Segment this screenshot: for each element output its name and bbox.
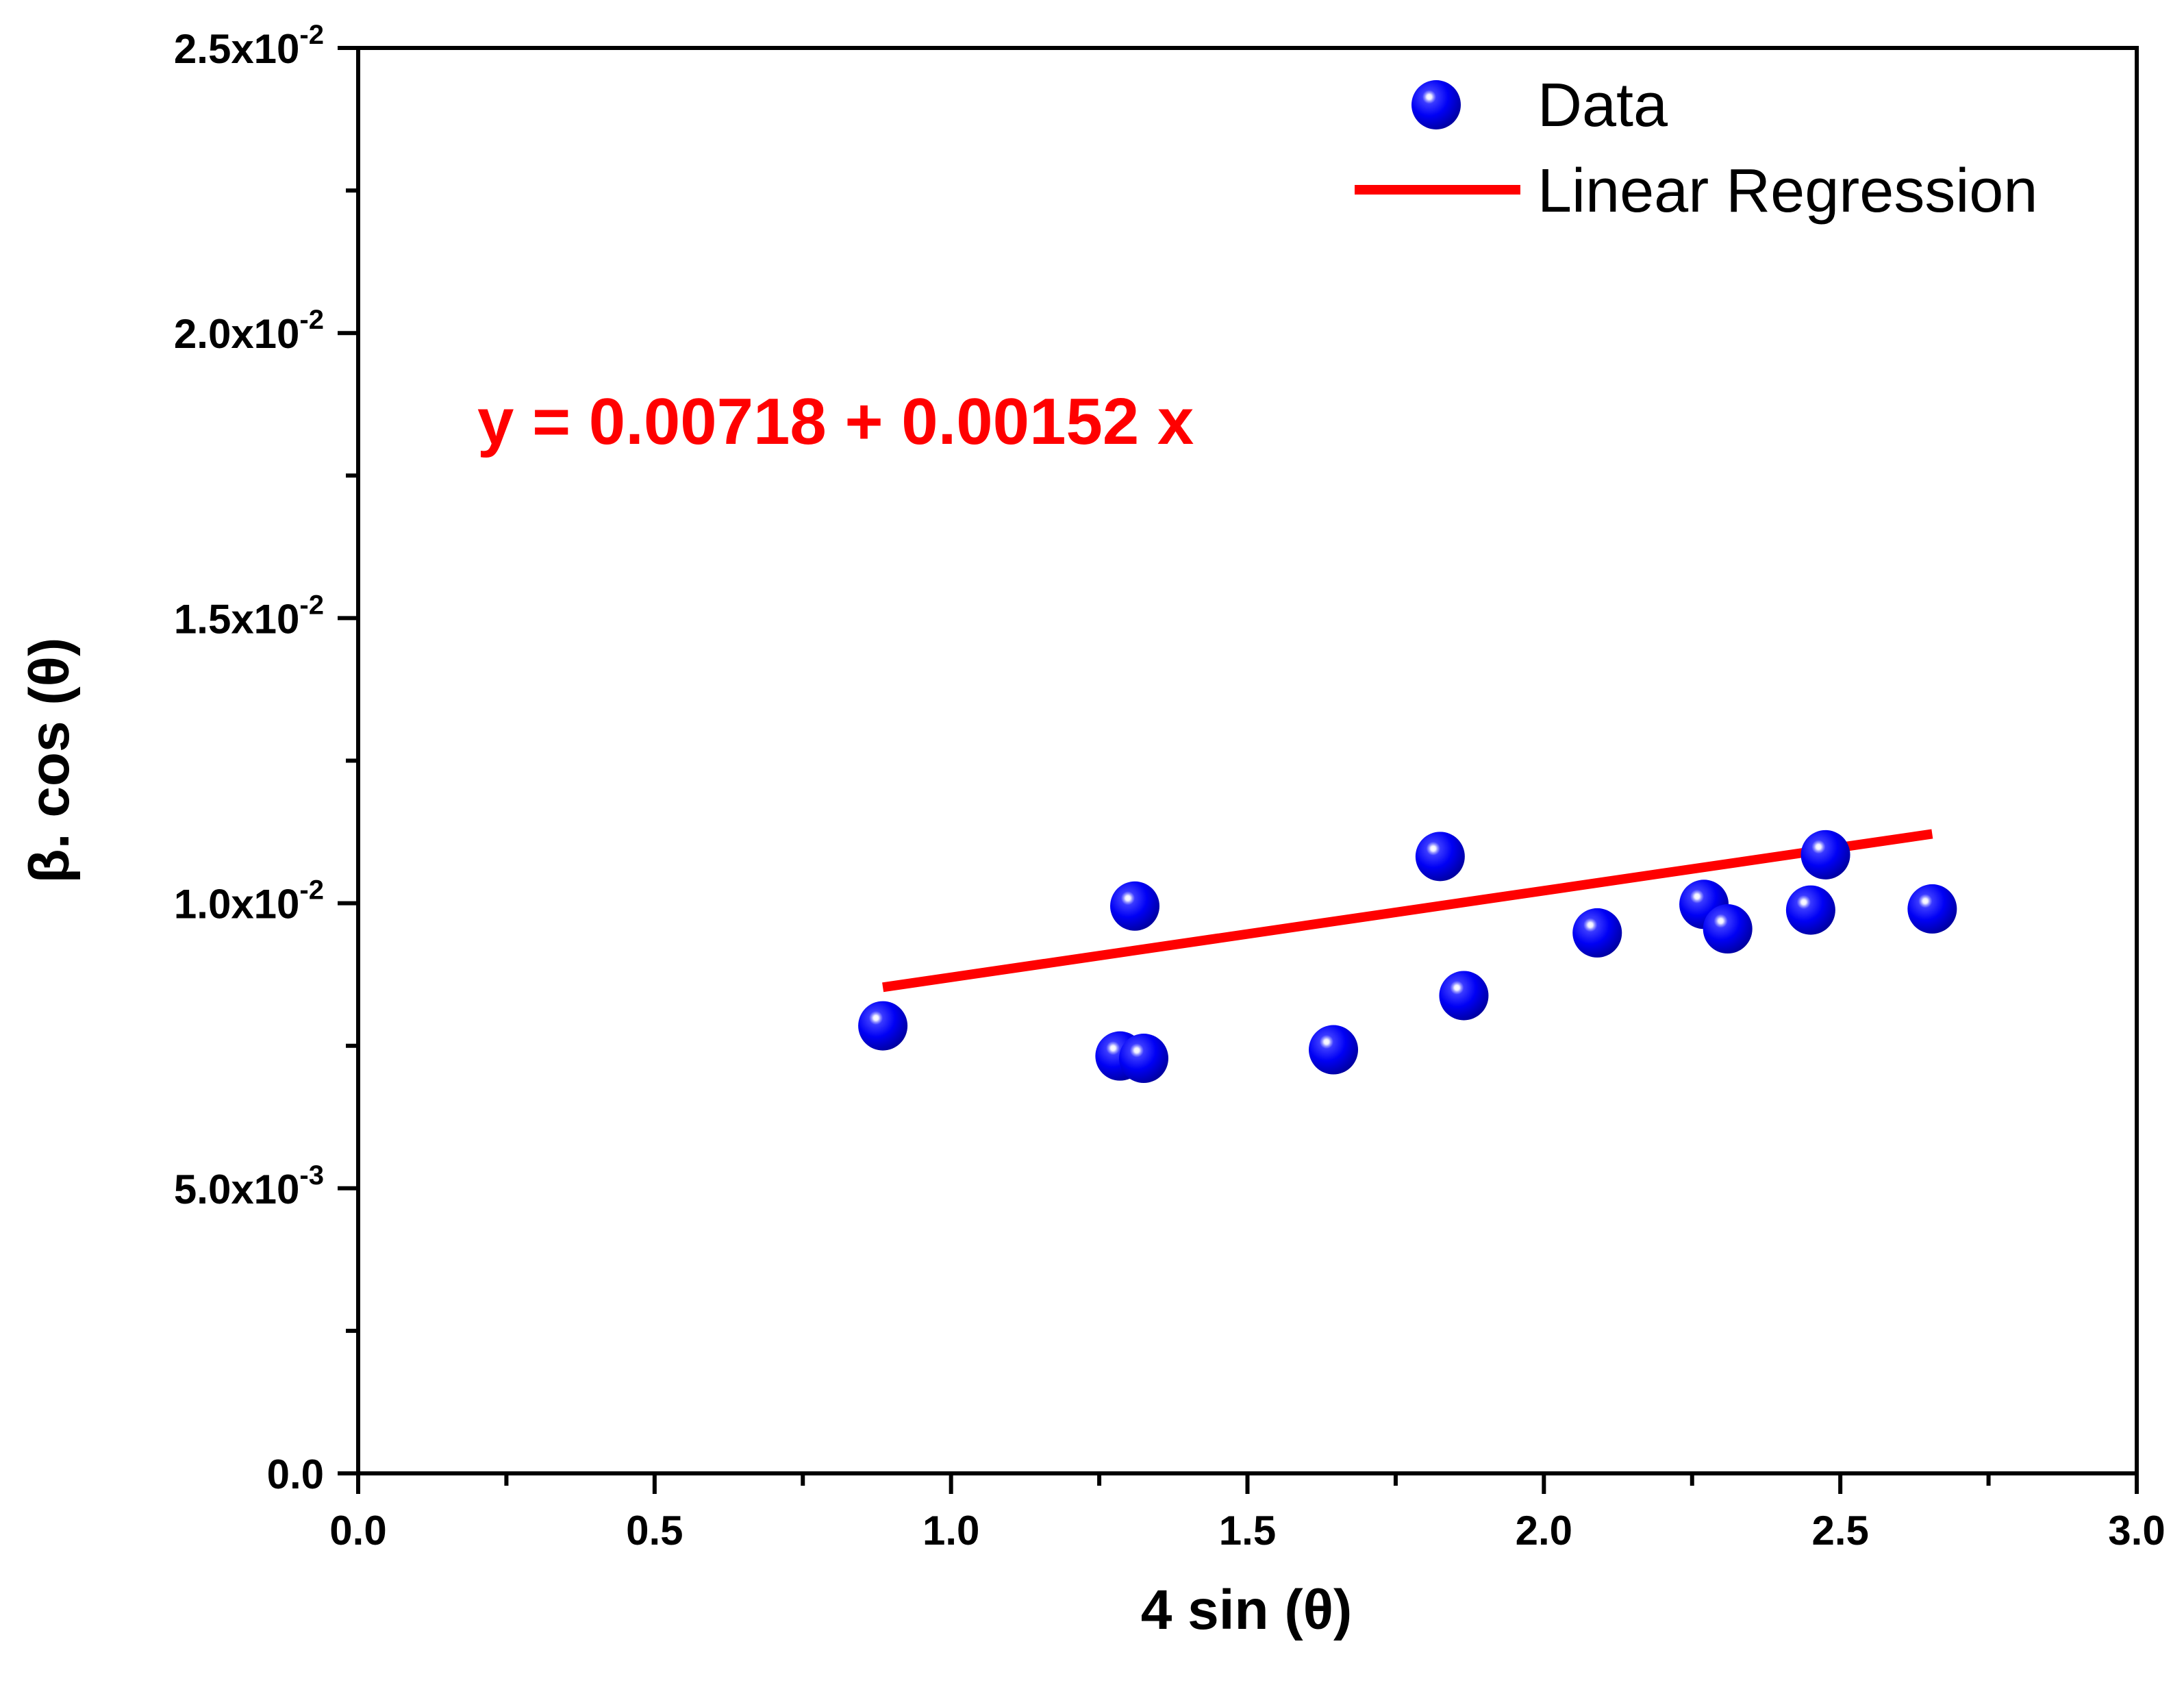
x-tick-label: 0.0 <box>329 1508 386 1554</box>
y-tick-label: 2.5x10-2 <box>174 20 324 72</box>
x-tick-label: 1.5 <box>1219 1508 1276 1554</box>
data-point <box>1800 830 1850 880</box>
data-point <box>1703 904 1753 954</box>
y-axis-title: β. cos (θ) <box>18 638 81 884</box>
data-point <box>1110 881 1160 931</box>
x-tick-label: 2.0 <box>1516 1508 1572 1554</box>
y-tick-label: 0.0 <box>267 1451 324 1497</box>
x-axis-tick-labels: 0.0 0.5 1.0 1.5 2.0 2.5 3.0 <box>329 1508 2165 1554</box>
y-tick-label: 1.0x10-2 <box>174 875 324 927</box>
regression-line <box>882 829 1933 993</box>
x-axis-title: 4 sin (θ) <box>1141 1579 1353 1641</box>
legend-data-label: Data <box>1537 71 1668 140</box>
data-point <box>858 1001 908 1051</box>
x-tick-label: 0.5 <box>626 1508 683 1554</box>
legend-regression-label: Linear Regression <box>1537 157 2037 225</box>
legend: Data Linear Regression <box>1355 71 2037 225</box>
data-point <box>1572 908 1622 958</box>
regression-equation: y = 0.00718 + 0.00152 x <box>477 385 1194 458</box>
plot-frame <box>356 46 2139 1475</box>
y-axis-tick-labels: 0.0 5.0x10-3 1.0x10-2 1.5x10-2 2.0x10-2 2.5x1… <box>174 20 324 1497</box>
x-tick-label: 3.0 <box>2108 1508 2165 1554</box>
data-point <box>1907 884 1957 934</box>
y-axis-ticks <box>338 46 358 1475</box>
y-tick-label: 2.0x10-2 <box>174 305 324 357</box>
data-point <box>1439 971 1489 1021</box>
data-point <box>1309 1025 1359 1075</box>
y-tick-label: 1.5x10-2 <box>174 590 324 642</box>
data-point <box>1785 885 1835 935</box>
data-points <box>858 830 1957 1084</box>
y-tick-label: 5.0x10-3 <box>174 1160 324 1212</box>
x-tick-label: 1.0 <box>922 1508 979 1554</box>
data-point <box>1415 832 1465 882</box>
x-axis-ticks <box>356 1473 2139 1494</box>
legend-data-marker-icon <box>1411 80 1461 129</box>
x-tick-label: 2.5 <box>1811 1508 1868 1554</box>
data-point <box>1119 1034 1169 1084</box>
